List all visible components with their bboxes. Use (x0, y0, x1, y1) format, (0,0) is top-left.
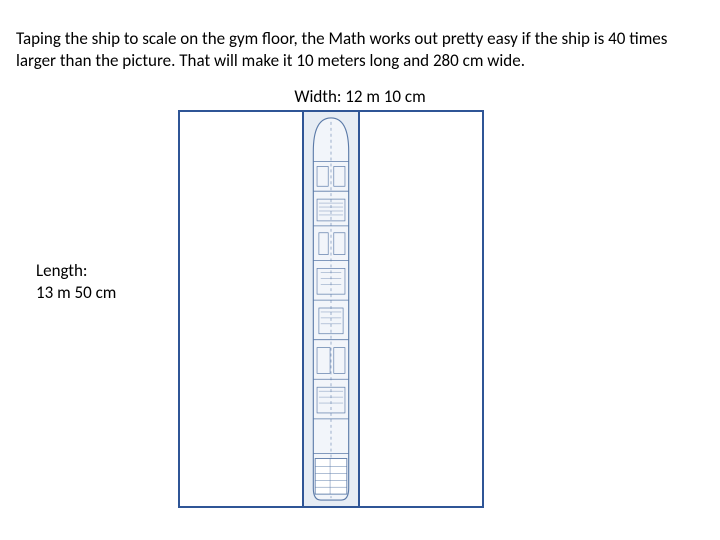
length-dimension-label: Length: 13 m 50 cm (36, 260, 116, 304)
description-text: Taping the ship to scale on the gym floo… (16, 28, 704, 72)
width-dimension-label: Width: 12 m 10 cm (0, 86, 720, 107)
ship-blueprint-image (302, 110, 360, 508)
length-label-line2: 13 m 50 cm (36, 282, 116, 303)
length-label-line1: Length: (36, 260, 87, 281)
